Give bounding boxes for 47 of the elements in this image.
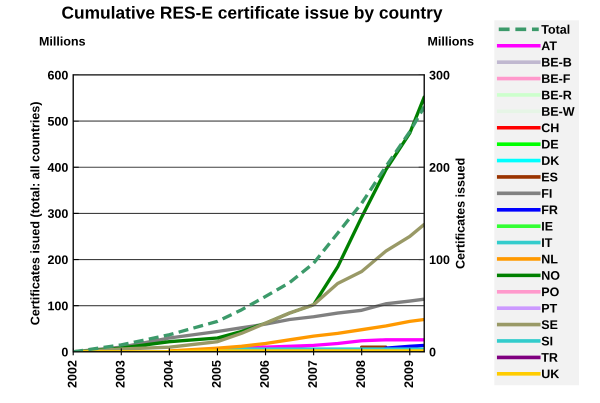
- legend-label: SE: [542, 320, 558, 330]
- legend-label: IE: [542, 222, 553, 231]
- legend-label: PT: [542, 304, 558, 313]
- x-tick-label: 2003: [116, 360, 125, 388]
- legend-label: BE-R: [542, 90, 572, 100]
- chart-title: Cumulative RES-E certificate issue by country: [62, 6, 442, 22]
- x-tick-label: 2006: [260, 360, 269, 388]
- x-tick-label: 2004: [164, 360, 173, 388]
- legend-label: NO: [542, 271, 560, 280]
- x-tick-label: 2008: [356, 360, 366, 388]
- legend-label: CH: [542, 123, 558, 132]
- y-tick-label: 400: [48, 163, 68, 172]
- y-tick-label: 600: [48, 70, 68, 80]
- y-tick-label: 500: [48, 116, 68, 126]
- legend-label: BE-W: [542, 107, 575, 116]
- legend-label: SI: [542, 336, 552, 346]
- x-tick-label: 2005: [212, 360, 221, 388]
- legend-label: NL: [542, 254, 558, 264]
- y-tick-label: 100: [48, 301, 68, 310]
- x-tick-label: 2007: [308, 360, 317, 388]
- legend-label: AT: [542, 42, 557, 50]
- text: Millions: [428, 36, 474, 46]
- legend-label: DK: [542, 156, 560, 165]
- legend-label: DE: [542, 140, 558, 149]
- y2-tick-label: 300: [429, 70, 450, 80]
- legend-label: Total: [541, 24, 570, 34]
- y2-tick-label: 0: [430, 348, 436, 356]
- legend-label: TR: [541, 353, 558, 362]
- legend-label: UK: [542, 370, 560, 378]
- y-tick-label: 0: [62, 348, 68, 356]
- y2-tick-label: 200: [429, 163, 450, 172]
- legend-label: BE-B: [542, 58, 572, 67]
- legend-label: FI: [542, 189, 552, 198]
- line-series: [168, 318, 424, 352]
- legend-label: ES: [542, 172, 558, 182]
- legend-label: FR: [542, 206, 558, 214]
- x-tick-label: 2002: [68, 360, 77, 388]
- y-tick-label: 200: [48, 255, 68, 264]
- x-tick-label: 2009: [404, 360, 414, 388]
- y-tick-label: 300: [48, 209, 68, 218]
- text: Millions: [40, 36, 86, 46]
- y2-axis-title: Certificates issued: [455, 158, 465, 268]
- y-axis-title: Certificates isued (total: all countries): [30, 102, 42, 325]
- legend-label: IT: [542, 238, 552, 247]
- y2-tick-label: 100: [430, 255, 450, 264]
- legend-label: PO: [542, 287, 559, 296]
- legend-label: BE-F: [542, 74, 570, 83]
